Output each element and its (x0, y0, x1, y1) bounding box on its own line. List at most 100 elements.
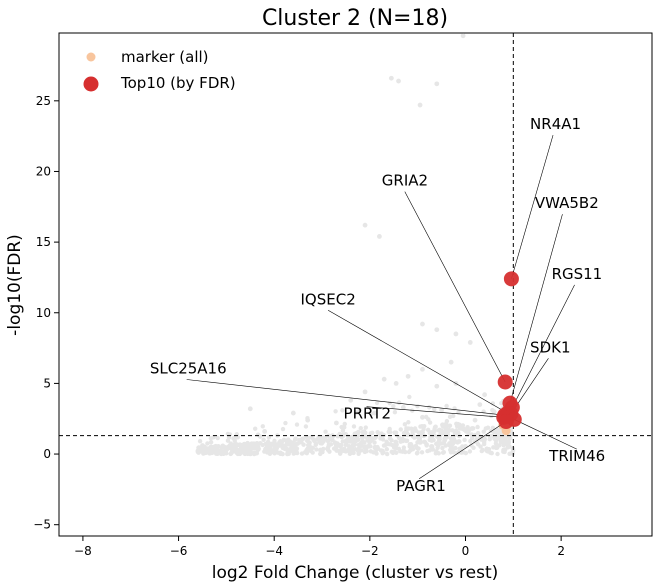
background-point (391, 403, 396, 409)
background-point (461, 450, 466, 455)
background-point (323, 429, 328, 434)
background-point (315, 437, 320, 442)
background-point (392, 410, 398, 415)
gene-labels: NR4A1 GRIA2 VWA5B2 RGS11 IQSEC2 SDK1 SLC25A16 P… (150, 115, 605, 495)
background-point (283, 445, 288, 450)
background-point (289, 447, 295, 452)
background-point (225, 431, 231, 437)
background-point (481, 429, 486, 434)
background-point (313, 441, 319, 446)
background-point (401, 445, 407, 450)
background-point (502, 440, 507, 445)
connector-line (327, 310, 508, 414)
background-point (256, 447, 261, 452)
connector-line (511, 134, 554, 279)
y-tick-label: 25 (36, 94, 51, 108)
background-point (404, 438, 410, 443)
background-point (322, 435, 328, 440)
background-point (434, 81, 440, 87)
background-point (333, 409, 338, 414)
background-point (252, 426, 258, 431)
background-point (419, 450, 425, 455)
background-point (420, 414, 425, 420)
background-point (385, 441, 391, 446)
background-point (342, 421, 347, 427)
background-point (418, 440, 424, 445)
background-point (235, 448, 241, 453)
background-point (463, 429, 469, 434)
background-point (273, 445, 278, 451)
connector-line (509, 214, 563, 404)
background-point (462, 437, 467, 443)
y-axis: −5 0 5 10 15 20 25 (33, 94, 59, 532)
background-point (372, 445, 378, 450)
background-point (416, 435, 421, 441)
background-point (460, 423, 466, 428)
background-point (198, 448, 203, 453)
background-point (278, 451, 284, 456)
background-point (321, 439, 326, 444)
background-point (297, 437, 302, 443)
background-point (318, 447, 323, 453)
gene-label: TRIM46 (548, 447, 605, 465)
background-point (362, 449, 368, 455)
background-point (217, 450, 222, 456)
connector-line (404, 191, 506, 383)
background-point (231, 436, 236, 441)
gene-label: IQSEC2 (301, 290, 356, 308)
background-point (355, 437, 360, 442)
background-point (377, 234, 382, 239)
background-point (439, 407, 444, 413)
background-point (229, 450, 234, 456)
background-point (294, 422, 300, 427)
background-point (249, 444, 255, 450)
threshold-lines (59, 33, 652, 536)
background-point (456, 439, 462, 444)
background-point (471, 426, 476, 431)
background-point (380, 450, 385, 456)
background-point (258, 441, 263, 446)
background-point (406, 426, 411, 431)
background-point (222, 444, 227, 450)
background-point (338, 450, 343, 455)
background-points (200, 33, 497, 451)
background-point (434, 383, 440, 389)
background-point (266, 435, 272, 440)
background-point (208, 439, 214, 445)
background-point (318, 435, 323, 440)
background-point (310, 445, 315, 450)
background-point (447, 423, 453, 428)
background-point (372, 410, 378, 416)
background-point (295, 441, 300, 446)
background-point (337, 431, 342, 437)
background-point (424, 442, 429, 447)
background-point (305, 448, 310, 454)
background-point (349, 436, 355, 442)
background-point (410, 447, 416, 452)
background-point (348, 397, 354, 403)
background-point (328, 442, 334, 447)
background-point (356, 429, 361, 435)
background-point (363, 425, 368, 430)
background-point (205, 441, 210, 446)
connector-line (418, 421, 507, 480)
background-point (352, 431, 358, 436)
background-point (398, 427, 403, 432)
background-point (330, 437, 335, 443)
background-point (472, 417, 478, 423)
background-point (420, 430, 425, 435)
background-point (483, 426, 489, 431)
background-point (293, 436, 298, 441)
background-point (305, 415, 310, 421)
y-tick-label: 20 (36, 164, 51, 178)
background-point (490, 407, 495, 413)
background-point (245, 443, 250, 448)
background-point (414, 451, 420, 456)
background-point (290, 410, 296, 416)
background-point (507, 444, 512, 449)
background-point (268, 450, 274, 455)
background-point (469, 443, 474, 448)
background-point (208, 436, 214, 441)
background-point (510, 448, 516, 453)
background-point (490, 401, 496, 406)
